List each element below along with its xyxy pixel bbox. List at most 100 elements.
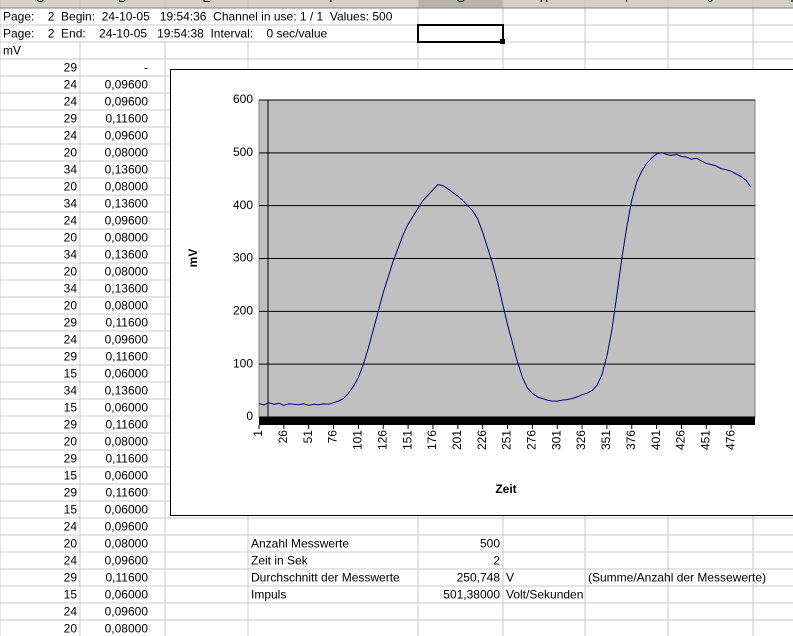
y-tick-label: 400 — [233, 198, 253, 212]
column-header[interactable]: H — [540, 0, 549, 5]
column-header[interactable]: I — [625, 0, 628, 5]
y-tick-label: 100 — [233, 356, 253, 370]
summary-cell: Impuls — [251, 588, 286, 602]
data-line — [258, 152, 752, 406]
cell-volt: 0,09600 — [105, 333, 149, 347]
info-row-bg — [1, 26, 417, 41]
info-row: Page: 2 End: 24-10-05 19:54:38 Interval:… — [3, 27, 328, 41]
x-tick-label: 226 — [475, 430, 489, 450]
fill-handle — [500, 39, 505, 44]
cell-volt: 0,11600 — [106, 571, 149, 585]
cell-mv: 15 — [64, 503, 78, 517]
column-header[interactable]: F — [329, 0, 336, 5]
column-header[interactable]: E — [202, 0, 210, 5]
cell-volt: 0,09600 — [105, 78, 149, 92]
cell-mv: 24 — [64, 78, 78, 92]
cell-volt: 0,08000 — [105, 231, 149, 245]
column-header[interactable]: J — [708, 0, 714, 5]
cell-volt: 0,09600 — [105, 520, 149, 534]
column-header[interactable]: C — [36, 0, 45, 5]
cell-mv: 34 — [64, 163, 78, 177]
x-tick-label: 476 — [723, 430, 737, 450]
cell-mv: 34 — [64, 248, 78, 262]
cell-volt: 0,13600 — [105, 384, 149, 398]
info-row: Page: 2 Begin: 24-10-05 19:54:36 Channel… — [3, 10, 393, 24]
cell-mv: 24 — [64, 214, 78, 228]
cell-volt: 0,06000 — [105, 588, 149, 602]
cell-volt: 0,08000 — [105, 435, 149, 449]
cell-volt: 0,13600 — [105, 163, 149, 177]
x-axis — [259, 417, 755, 425]
y-tick-label: 200 — [233, 304, 253, 318]
cell-volt: 0,13600 — [105, 282, 149, 296]
cell-mv: 15 — [64, 469, 78, 483]
x-tick-label: 51 — [301, 430, 315, 444]
summary-cell: 250,748 — [457, 571, 501, 585]
cell-volt: 0,11600 — [106, 452, 149, 466]
y-axis-label: mV — [186, 249, 200, 268]
cell-volt: 0,09600 — [105, 214, 149, 228]
cell-mv: 15 — [64, 401, 78, 415]
column-header[interactable]: G — [456, 0, 465, 5]
cell-mv: 24 — [64, 95, 78, 109]
summary-cell: (Summe/Anzahl der Messewerte) — [588, 571, 766, 585]
column-header-selected — [418, 0, 503, 8]
cell-volt: 0,08000 — [105, 180, 149, 194]
cell-volt: 0,13600 — [105, 197, 149, 211]
cell-volt: 0,06000 — [105, 367, 149, 381]
cell-volt: 0,11600 — [106, 418, 149, 432]
cell-mv: 34 — [64, 282, 78, 296]
x-tick-label: 351 — [599, 430, 613, 450]
x-tick-label: 151 — [400, 430, 414, 450]
cell-mv: 29 — [64, 452, 78, 466]
cell-mv: 20 — [64, 435, 78, 449]
x-tick-label: 176 — [425, 430, 439, 450]
unit-cell: mV — [3, 44, 21, 58]
cell-volt: 0,13600 — [105, 248, 149, 262]
cell-mv: 15 — [64, 588, 78, 602]
summary-cell: 2 — [493, 554, 500, 568]
cell-mv: 20 — [64, 622, 78, 636]
cell-mv: 20 — [64, 180, 78, 194]
x-tick-label: 326 — [574, 430, 588, 450]
cell-volt: 0,09600 — [105, 95, 149, 109]
cell-mv: 34 — [64, 197, 78, 211]
cell-mv: 29 — [64, 316, 78, 330]
x-tick-label: 426 — [674, 430, 688, 450]
x-tick-label: 101 — [351, 430, 365, 450]
x-tick-label: 276 — [525, 430, 539, 450]
selected-cell[interactable] — [417, 24, 504, 43]
column-header[interactable]: D — [118, 0, 127, 5]
x-tick-label: 251 — [500, 430, 514, 450]
cell-mv: 20 — [64, 231, 78, 245]
y-tick-label: 600 — [233, 92, 253, 106]
y-tick-label: 0 — [246, 409, 253, 423]
x-tick-label: 376 — [624, 430, 638, 450]
cell-mv: 29 — [64, 112, 78, 126]
cell-mv: 24 — [64, 554, 78, 568]
summary-cell: Durchschnitt der Messwerte — [251, 571, 400, 585]
x-tick-label: 1 — [251, 430, 265, 437]
y-tick-label: 300 — [233, 251, 253, 265]
cell-mv: 29 — [64, 486, 78, 500]
cell-volt: 0,09600 — [105, 129, 149, 143]
x-tick-label: 26 — [276, 430, 290, 444]
cell-mv: 24 — [64, 605, 78, 619]
x-tick-label: 126 — [375, 430, 389, 450]
column-header[interactable]: K — [790, 0, 793, 5]
x-tick-label: 201 — [450, 430, 464, 450]
x-tick-label: 76 — [326, 430, 340, 444]
cell-mv: 29 — [64, 571, 78, 585]
summary-cell: 501,38000 — [443, 588, 500, 602]
cell-volt: 0,06000 — [105, 503, 149, 517]
summary-cell: 500 — [480, 537, 500, 551]
x-tick-label: 301 — [549, 430, 563, 450]
cell-mv: 29 — [64, 61, 78, 75]
cell-mv: 20 — [64, 146, 78, 160]
cell-volt: 0,11600 — [106, 486, 149, 500]
cell-volt: 0,09600 — [105, 605, 149, 619]
cell-mv: 20 — [64, 265, 78, 279]
cell-mv: 24 — [64, 520, 78, 534]
cell-volt: 0,11600 — [106, 350, 149, 364]
